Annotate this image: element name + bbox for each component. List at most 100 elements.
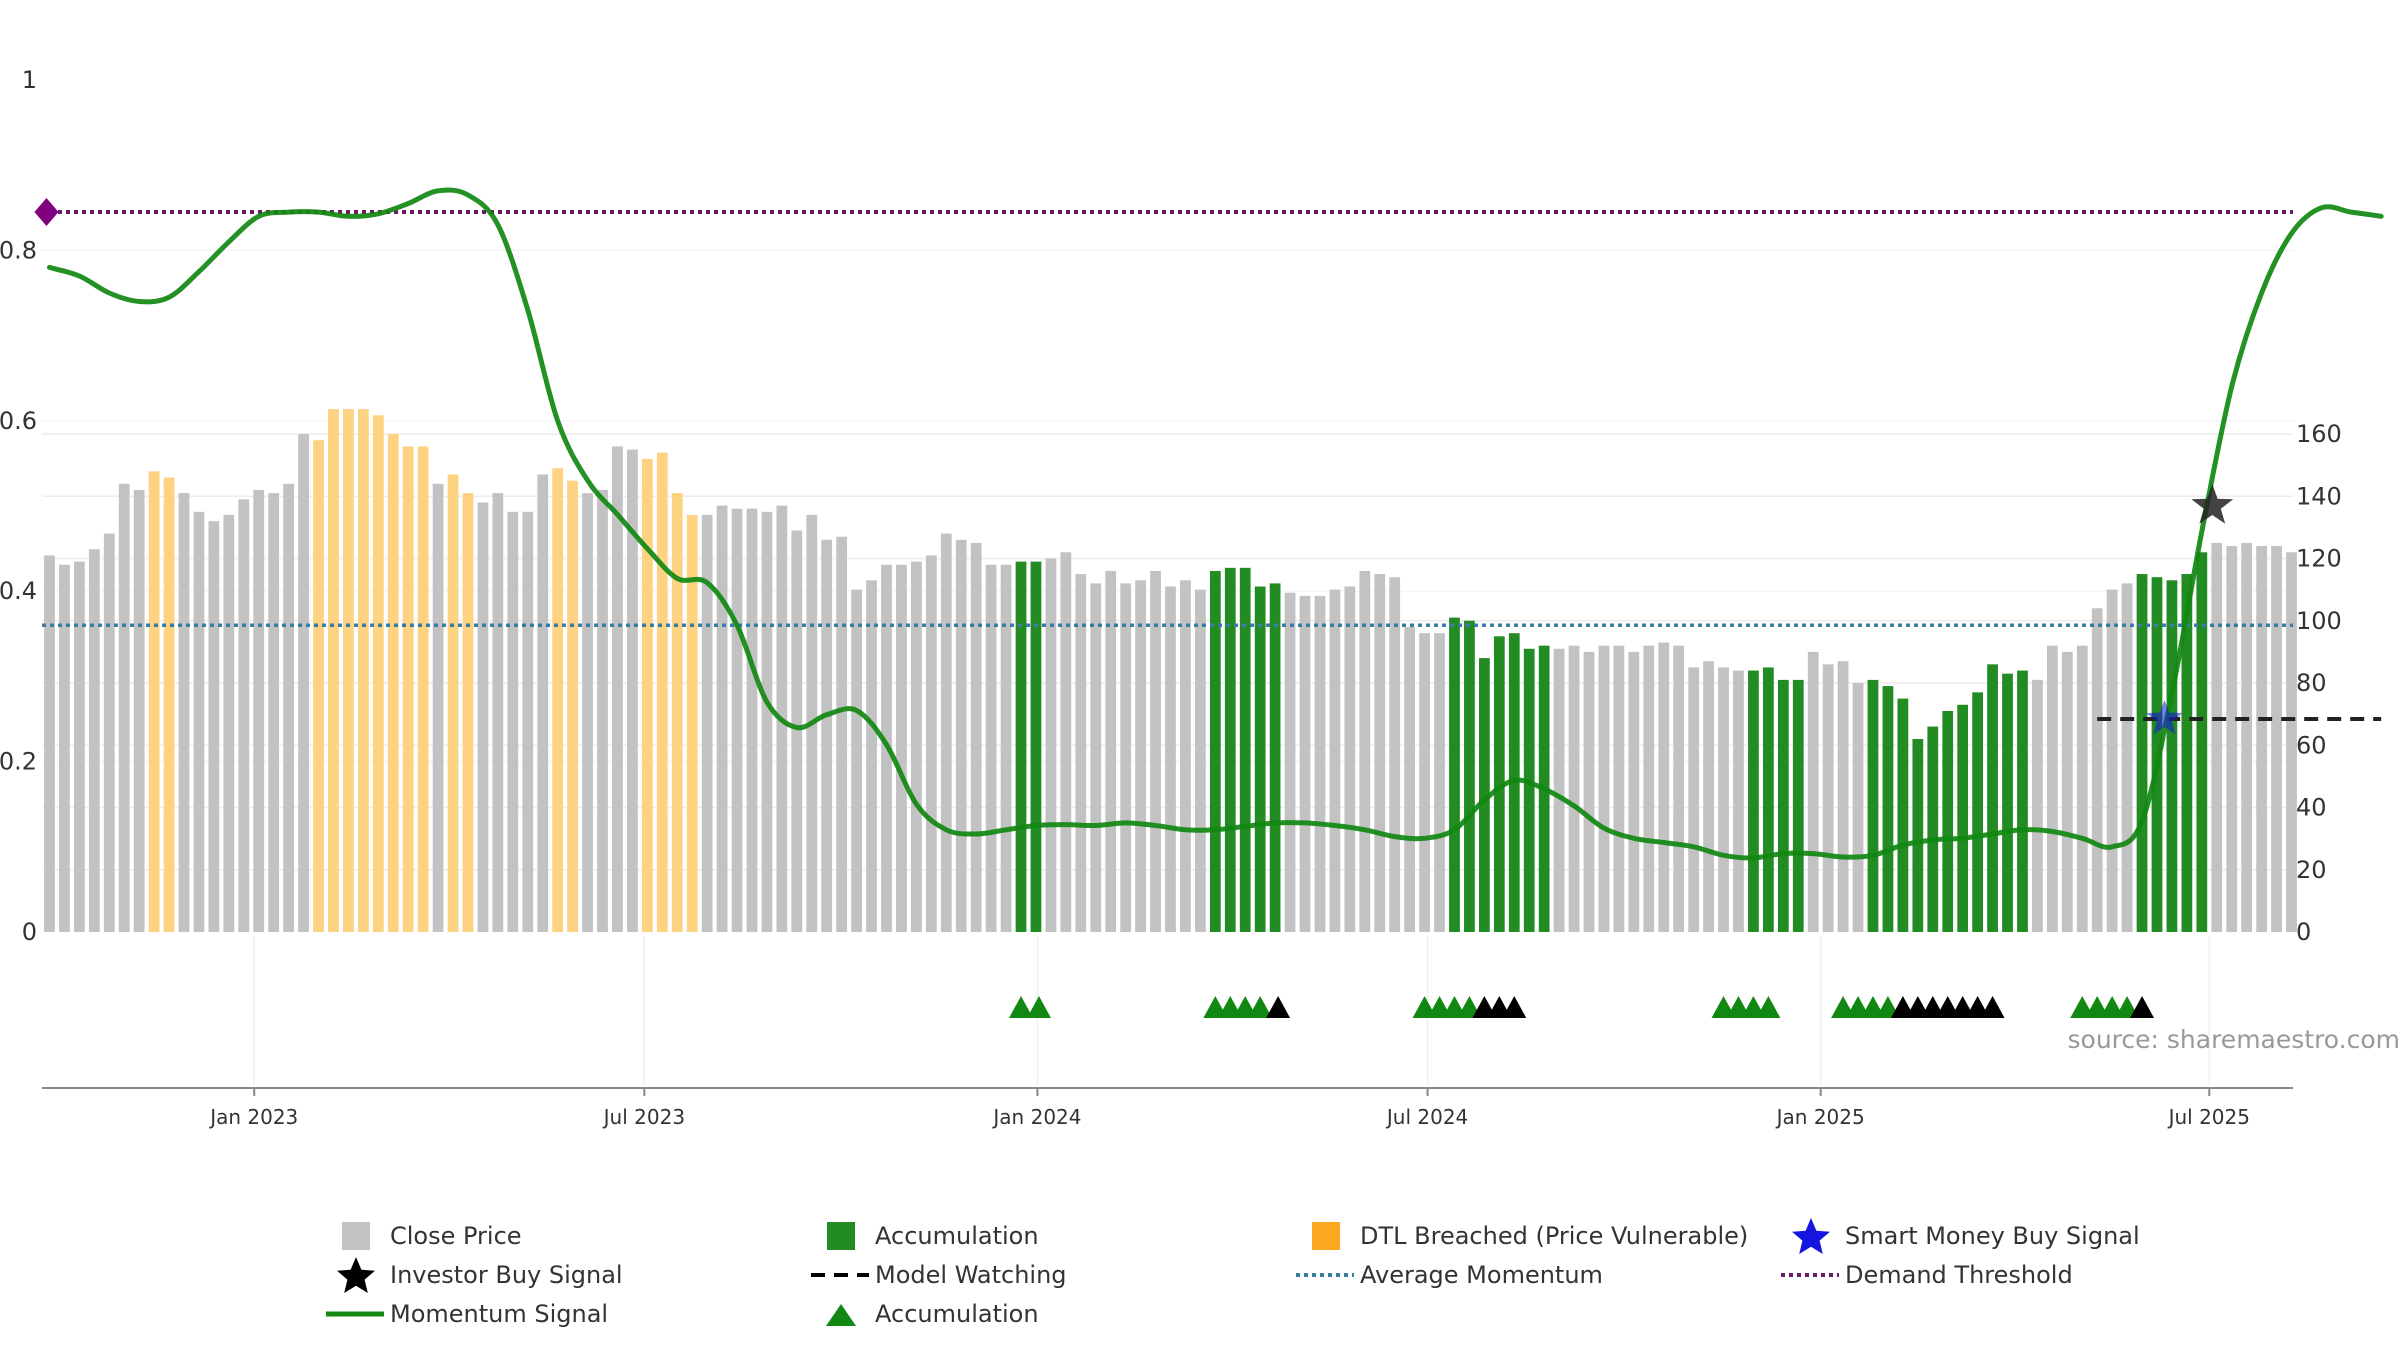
x-axis-tick-label: Jan 2023 [208, 1105, 298, 1129]
start-diamond-icon [34, 198, 59, 227]
price-bar [193, 511, 205, 932]
legend-label: Momentum Signal [390, 1300, 609, 1328]
green-line-icon [326, 1311, 384, 1317]
price-bar [1658, 642, 1670, 932]
price-bar [59, 564, 70, 932]
price-bar [1942, 711, 1954, 932]
blue-star-icon [1792, 1218, 1830, 1254]
price-bar [1762, 667, 1774, 932]
price-bar [2121, 583, 2133, 932]
legend-label: Model Watching [875, 1261, 1067, 1289]
price-bar [1120, 583, 1132, 932]
price-bar [88, 549, 100, 932]
price-bar [1045, 558, 1057, 932]
price-bar [746, 508, 758, 932]
price-bar [1718, 667, 1729, 932]
bars-layer [44, 409, 2297, 933]
price-bar [1284, 592, 1296, 932]
price-bar [44, 555, 55, 932]
price-bar [298, 434, 309, 932]
investor-buy-star-icon [2191, 484, 2234, 524]
price-bar [1807, 651, 1819, 932]
black-star-icon [337, 1257, 375, 1293]
price-bar [492, 493, 504, 932]
price-bar [1434, 633, 1445, 932]
price-bar [537, 474, 549, 932]
price-bar [477, 502, 489, 932]
price-bar [970, 542, 982, 932]
price-bar [402, 446, 414, 932]
price-bar [1478, 658, 1490, 932]
legend-label: Investor Buy Signal [390, 1261, 623, 1289]
price-bar [238, 499, 250, 932]
price-bar [2196, 552, 2208, 932]
price-bar [1195, 589, 1206, 932]
price-bar [2271, 546, 2282, 932]
price-bar [343, 409, 354, 933]
left-axis-tick-label: 0 [22, 918, 37, 946]
price-bar [2256, 546, 2267, 932]
price-bar [522, 511, 534, 932]
price-bar [1613, 645, 1625, 932]
price-bar [1224, 567, 1236, 932]
price-bar [372, 415, 384, 932]
price-bar [2286, 552, 2297, 932]
price-bar [1852, 683, 1864, 932]
price-bar [148, 471, 160, 932]
momentum-signal-line [47, 187, 2384, 861]
right-axis-tick-label: 120 [2296, 545, 2342, 573]
price-bar [1374, 574, 1386, 932]
price-bar [2136, 574, 2148, 932]
lines-layer [42, 187, 2384, 861]
price-bar [417, 446, 429, 932]
price-bar [866, 580, 877, 932]
source-note: source: sharemaestro.com [2068, 1025, 2400, 1054]
price-bar [1553, 648, 1565, 932]
left-axis-tick-label: 0.2 [0, 748, 37, 776]
price-bar [1733, 670, 1744, 932]
price-bar [1254, 586, 1266, 932]
price-bar [1493, 636, 1505, 932]
price-bar [1688, 667, 1700, 932]
price-bar [671, 493, 683, 932]
price-bar [1419, 633, 1430, 932]
price-bar [1015, 561, 1027, 932]
price-bar [1075, 574, 1087, 932]
price-bar [1598, 645, 1610, 932]
accumulation-triangle-icon [1266, 996, 1291, 1018]
price-bar [2032, 679, 2043, 932]
price-bar [1269, 583, 1281, 932]
accumulation-triangle-icon [1980, 996, 2005, 1018]
price-bar [507, 511, 519, 932]
price-bar [761, 511, 773, 932]
price-bar [1060, 552, 1072, 932]
price-bar [118, 483, 130, 932]
price-bar [1105, 570, 1117, 932]
price-bar [133, 490, 145, 932]
price-bar [2017, 670, 2028, 932]
accumulation-triangle-icon [1026, 996, 1051, 1018]
price-bar [2046, 645, 2058, 932]
price-bar [283, 483, 295, 932]
right-axis-tick-label: 20 [2296, 856, 2327, 884]
legend-label: DTL Breached (Price Vulnerable) [1360, 1222, 1749, 1250]
price-bar [1150, 570, 1161, 932]
x-axis-tick-label: Jul 2025 [2167, 1105, 2250, 1129]
price-bar [1882, 686, 1894, 932]
right-axis-tick-label: 80 [2296, 669, 2327, 697]
price-bar [1777, 679, 1789, 932]
price-bar [1344, 586, 1356, 932]
x-axis-tick-label: Jul 2023 [602, 1105, 685, 1129]
price-bar [656, 452, 668, 932]
legend-label: Close Price [390, 1222, 522, 1250]
price-bar [208, 521, 220, 932]
price-bar [2211, 542, 2223, 932]
price-bar [2061, 651, 2073, 932]
accumulation-triangle-icon [1502, 996, 1527, 1018]
price-bar [1000, 564, 1012, 932]
price-bar [1449, 617, 1460, 932]
price-bar [163, 477, 175, 932]
smart-money-star-icon [2146, 700, 2183, 735]
accumulation-triangle-icon [2130, 996, 2155, 1018]
right-axis-tick-label: 100 [2296, 607, 2342, 635]
